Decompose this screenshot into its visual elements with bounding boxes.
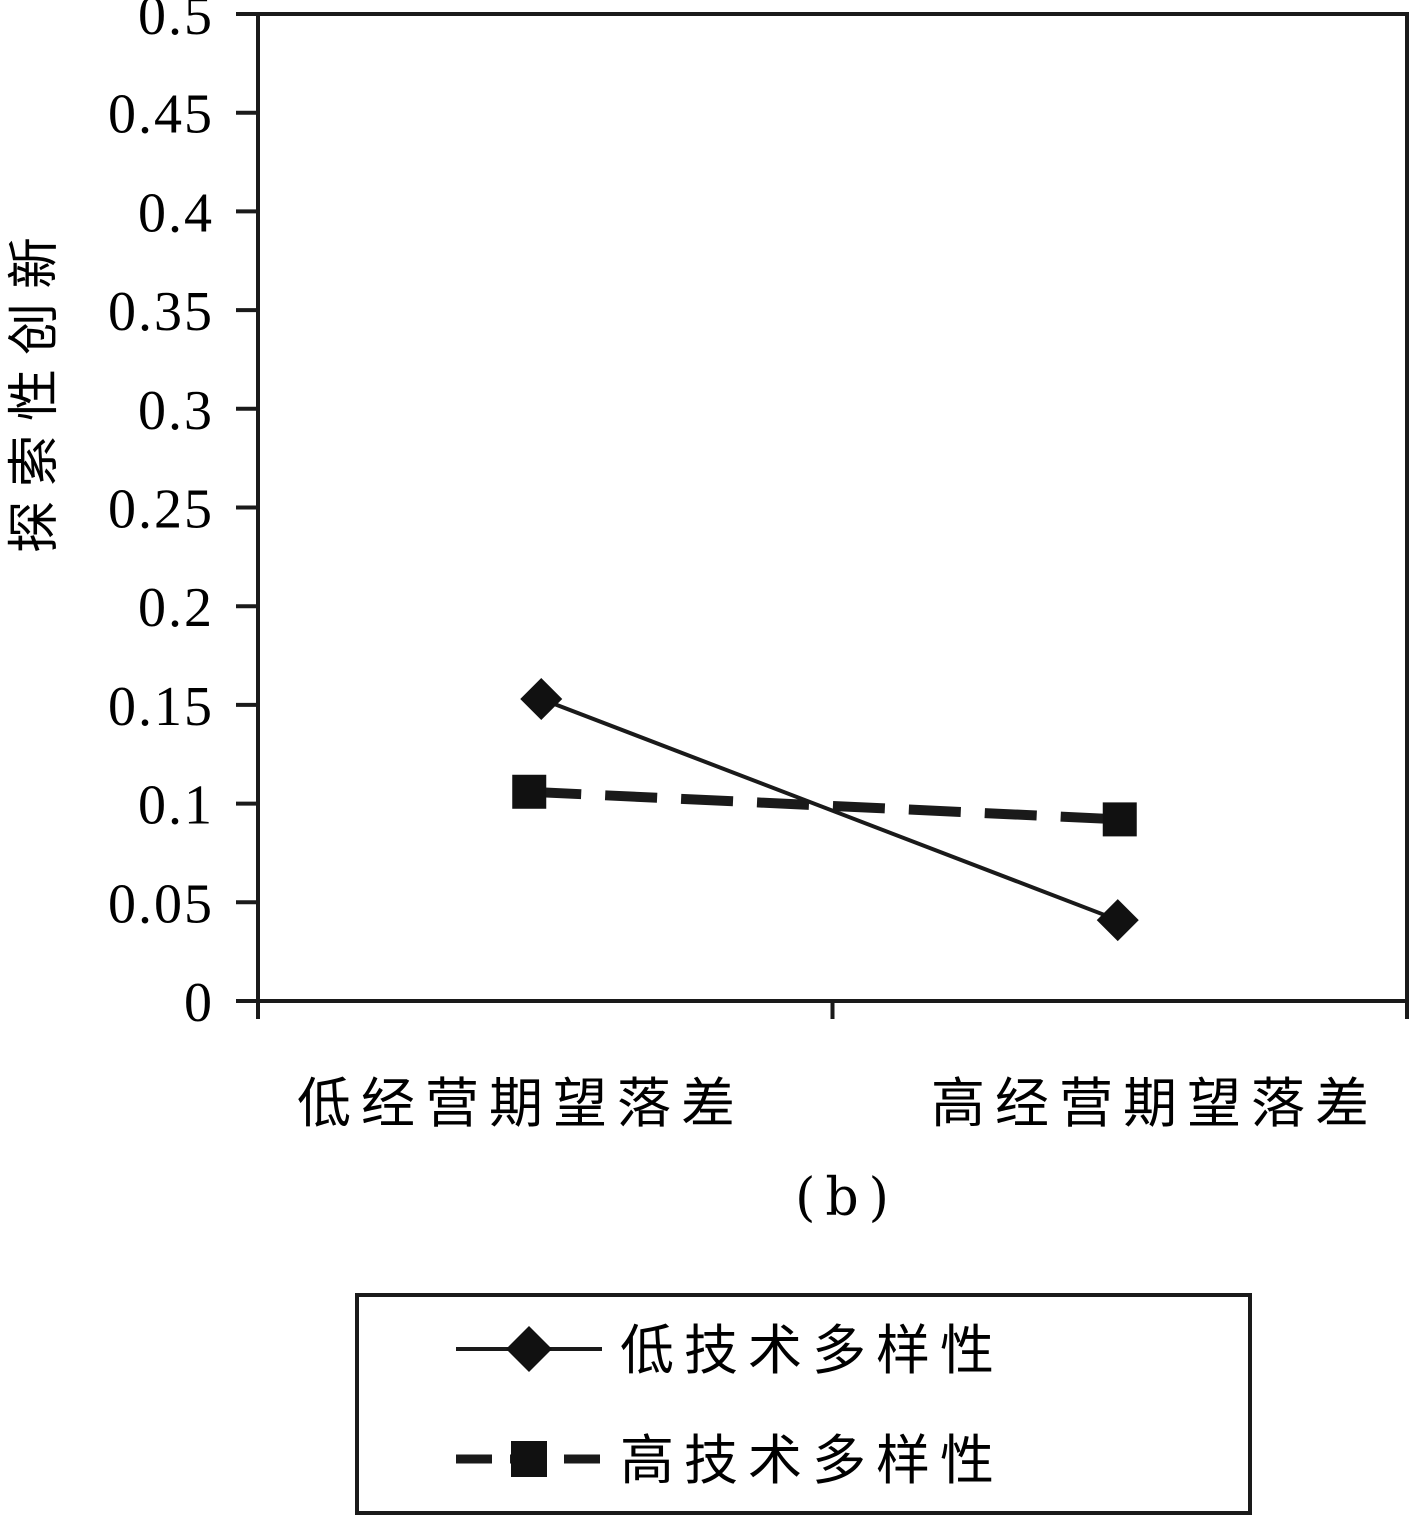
x-category-label-high: 高经营期望落差 bbox=[931, 1072, 1379, 1135]
plot-area-border bbox=[256, 12, 1409, 1003]
legend-diamond-marker-icon bbox=[506, 1326, 552, 1372]
series-line bbox=[529, 786, 1120, 825]
legend: 低技术多样性 高技术多样性 bbox=[355, 1293, 1252, 1515]
series-high bbox=[512, 774, 1137, 837]
series-low bbox=[520, 677, 1139, 942]
chart-axes bbox=[236, 12, 1409, 1019]
y-tick-label: 0.15 bbox=[108, 676, 214, 738]
legend-label-low: 低技术多样性 bbox=[620, 1319, 1004, 1382]
series-line bbox=[540, 697, 1119, 922]
y-tick-label: 0.5 bbox=[138, 0, 214, 47]
y-tick-label: 0.35 bbox=[108, 281, 214, 343]
y-tick-label: 0.3 bbox=[138, 380, 214, 442]
diamond-point bbox=[520, 677, 563, 720]
y-tick-label: 0.4 bbox=[138, 182, 214, 244]
y-tick-labels: 0 0.05 0.1 0.15 0.2 0.25 0.3 0.35 0.4 0.45 0.5 bbox=[108, 0, 214, 1034]
y-tick-label: 0.05 bbox=[108, 873, 214, 935]
y-tick-label: 0.25 bbox=[108, 479, 214, 541]
y-axis-label: 探索性创新 bbox=[5, 223, 65, 553]
y-tick-label: 0.45 bbox=[108, 84, 214, 146]
diamond-point bbox=[1096, 899, 1139, 942]
series-layer bbox=[512, 677, 1139, 942]
legend-label-high: 高技术多样性 bbox=[620, 1429, 1004, 1492]
square-point bbox=[1102, 802, 1137, 837]
square-point bbox=[512, 774, 547, 809]
y-tick-label: 0.1 bbox=[138, 775, 214, 837]
y-tick-label: 0 bbox=[184, 972, 214, 1034]
y-tick-label: 0.2 bbox=[138, 577, 214, 639]
legend-square-marker-icon bbox=[511, 1441, 547, 1477]
legend-box bbox=[355, 1293, 1252, 1515]
chart-caption: (b) bbox=[795, 1168, 899, 1228]
x-category-label-low: 低经营期望落差 bbox=[297, 1072, 745, 1135]
